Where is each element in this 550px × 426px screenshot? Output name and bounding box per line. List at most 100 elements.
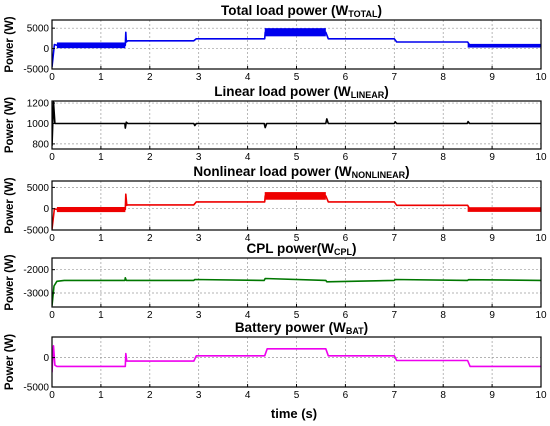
x-axis-label: time (s): [271, 406, 317, 421]
x-tick-label: 0: [49, 72, 55, 83]
x-tick-label: 7: [392, 390, 398, 401]
series-line: [52, 276, 541, 306]
y-tick-label: -3000: [23, 289, 49, 300]
chart-panel-3: Nonlinear load power (WNONLINEAR) 0 1 2 3 4 5 6…: [4, 164, 547, 244]
x-tick-label: 7: [392, 310, 398, 321]
y-tick-label: 0: [43, 204, 49, 215]
panel-title-end: ): [364, 320, 369, 335]
x-tick-label: 9: [489, 233, 495, 244]
x-tick-label: 0: [49, 310, 55, 321]
series-line: [52, 101, 541, 146]
x-tick-label: 1: [98, 72, 104, 83]
x-tick-label: 8: [440, 233, 446, 244]
y-tick-label: 5000: [27, 24, 50, 35]
y-axis-label: Power (W): [4, 16, 16, 72]
x-tick-label: 8: [440, 152, 446, 163]
x-tick-label: 2: [147, 152, 153, 163]
chart-panels: Total load power (WTOTAL)0 1 2 3 4 5 6 7 8 9 10-50…: [4, 3, 547, 401]
x-tick-label: 3: [196, 72, 202, 83]
y-tick-label: -5000: [23, 383, 49, 394]
panel-title-end: ): [352, 241, 357, 256]
plot-area: [52, 28, 541, 68]
x-tick-label: 4: [245, 310, 251, 321]
y-tick-label: 0: [43, 44, 49, 55]
plot-area: [52, 276, 541, 306]
x-tick-label: 9: [489, 310, 495, 321]
y-tick-label: 5000: [27, 183, 50, 194]
panel-title-end: ): [377, 3, 382, 18]
panel-title: Battery power (WBAT): [235, 320, 368, 336]
x-tick-label: 0: [49, 390, 55, 401]
panel-title-main: Nonlinear load power (W: [193, 164, 352, 179]
panel-title-subscript: LINEAR: [351, 90, 385, 100]
chart-panel-4: CPL power(WCPL) 0 1 2 3 4 5 6 7 8 9 10 -3000 -2000 Pow…: [4, 241, 547, 321]
x-tick-label: 0: [49, 233, 55, 244]
x-tick-label: 2: [147, 310, 153, 321]
x-tick-label: 9: [489, 72, 495, 83]
panel-title-main: Total load power (W: [221, 3, 348, 18]
x-tick-label: 9: [489, 390, 495, 401]
plot-area: [52, 192, 541, 230]
series-line: [52, 344, 541, 373]
y-axis-label: Power (W): [4, 334, 16, 390]
x-tick-label: 2: [147, 233, 153, 244]
chart-panel-1: Total load power (WTOTAL) 0 1 2 3 4 5 6 7 8 9 10 -50…: [4, 3, 547, 83]
y-tick-label: 1000: [27, 119, 50, 130]
panel-title-subscript: TOTAL: [348, 9, 378, 19]
y-axis-label: Power (W): [4, 177, 16, 233]
x-tick-label: 4: [245, 233, 251, 244]
x-tick-label: 4: [245, 390, 251, 401]
plot-area: [52, 101, 541, 146]
x-tick-label: 6: [343, 72, 349, 83]
plot-area: [52, 344, 541, 373]
x-tick-label: 6: [343, 310, 349, 321]
panel-title-subscript: CPL: [334, 247, 353, 257]
x-tick-label: 10: [535, 233, 547, 244]
y-tick-label: 1200: [27, 99, 50, 110]
x-tick-label: 3: [196, 310, 202, 321]
x-tick-label: 7: [392, 233, 398, 244]
series-line: [52, 193, 541, 230]
x-tick-label: 10: [535, 310, 547, 321]
x-tick-label: 3: [196, 233, 202, 244]
x-tick-label: 10: [535, 72, 547, 83]
chart-panel-5: Battery power (WBAT)0 1 2 3 4 5 6 7 8 9 10-50000Po…: [4, 320, 547, 401]
x-tick-label: 6: [343, 233, 349, 244]
y-tick-label: 0: [43, 353, 49, 364]
panel-title-subscript: NONLINEAR: [352, 170, 406, 180]
x-tick-label: 6: [343, 390, 349, 401]
x-tick-label: 1: [98, 152, 104, 163]
panel-title-main: CPL power(W: [247, 241, 335, 256]
panel-title-main: Linear load power (W: [214, 84, 351, 99]
panel-title-end: ): [384, 84, 389, 99]
x-tick-label: 7: [392, 72, 398, 83]
x-tick-label: 7: [392, 152, 398, 163]
y-axis-label: Power (W): [4, 97, 16, 153]
x-tick-label: 1: [98, 390, 104, 401]
y-tick-label: -2000: [23, 265, 49, 276]
x-tick-label: 10: [535, 152, 547, 163]
x-tick-label: 10: [535, 390, 547, 401]
x-tick-label: 5: [294, 152, 300, 163]
x-tick-label: 8: [440, 310, 446, 321]
x-tick-label: 8: [440, 72, 446, 83]
panel-title: Nonlinear load power (WNONLINEAR): [193, 164, 409, 180]
y-tick-label: 800: [32, 139, 49, 150]
x-tick-label: 8: [440, 390, 446, 401]
x-tick-label: 1: [98, 310, 104, 321]
x-tick-label: 5: [294, 233, 300, 244]
x-tick-label: 6: [343, 152, 349, 163]
panel-title-end: ): [405, 164, 410, 179]
panel-title: Linear load power (WLINEAR): [214, 84, 389, 100]
x-tick-label: 5: [294, 310, 300, 321]
x-tick-label: 0: [49, 152, 55, 163]
x-tick-label: 9: [489, 152, 495, 163]
y-tick-label: -5000: [23, 65, 49, 76]
y-axis-label: Power (W): [4, 254, 16, 310]
x-tick-label: 4: [245, 72, 251, 83]
panel-title-subscript: BAT: [346, 326, 364, 336]
x-tick-label: 2: [147, 390, 153, 401]
chart-panel-2: Linear load power (WLINEAR) 0 1 2 3 4 5 6 7 8 9 10 8…: [4, 84, 547, 163]
y-tick-label: -5000: [23, 226, 49, 237]
